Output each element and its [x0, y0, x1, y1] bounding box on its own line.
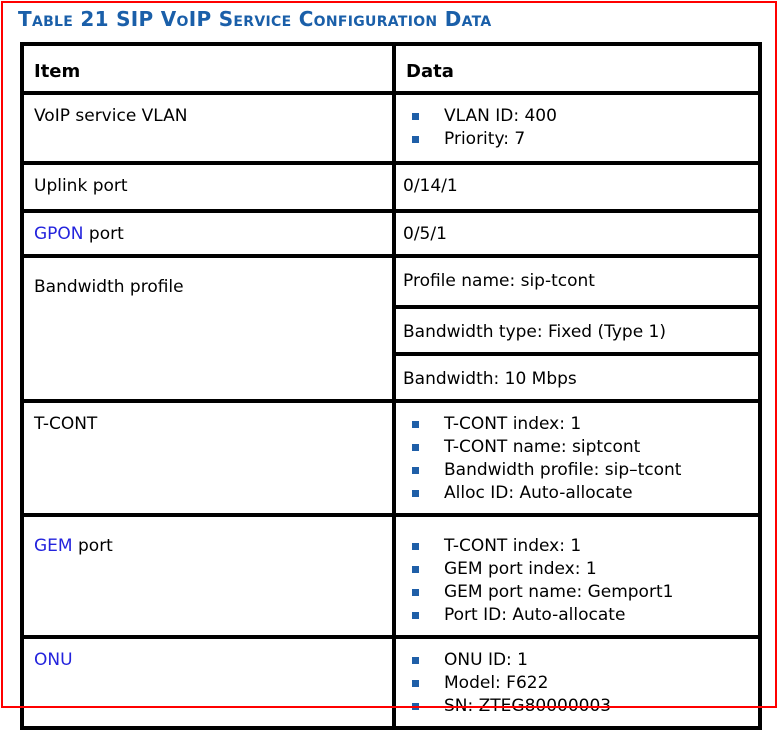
- table-row-voip-vlan: VoIP service VLAN VLAN ID: 400 Priority:…: [20, 91, 762, 165]
- sip-voip-config-table: Item Data VoIP service VLAN VLAN ID: 400…: [20, 42, 762, 730]
- item-cell: VoIP service VLAN: [20, 91, 396, 165]
- list-item-text: Alloc ID: Auto-allocate: [444, 483, 633, 503]
- item-label-rest: port: [83, 224, 124, 244]
- data-cell: T-CONT index: 1 GEM port index: 1 GEM po…: [392, 513, 762, 639]
- list-item-text: Bandwidth profile: sip–tcont: [444, 460, 682, 480]
- col-header-data: Data: [392, 42, 762, 95]
- list-item-text: Port ID: Auto-allocate: [444, 605, 626, 625]
- list-item-text: GEM port name: Gemport1: [444, 582, 674, 602]
- bullet-square-icon: [412, 490, 419, 497]
- list-item: T-CONT name: siptcont: [403, 436, 752, 459]
- bullet-square-icon: [412, 612, 419, 619]
- list-item: Alloc ID: Auto-allocate: [403, 482, 752, 505]
- bullet-square-icon: [412, 467, 419, 474]
- list-item-text: Model: F622: [444, 673, 549, 693]
- item-cell: T-CONT: [20, 399, 396, 517]
- table-caption: Table 21 SIP VoIP Service Configuration …: [18, 7, 492, 31]
- item-label-rest: port: [72, 536, 113, 556]
- data-cell: 0/5/1: [392, 209, 762, 258]
- list-item: GEM port index: 1: [403, 558, 752, 581]
- list-item: T-CONT index: 1: [403, 535, 752, 558]
- data-subcell: Bandwidth type: Fixed (Type 1): [392, 305, 762, 356]
- list-item-text: ONU ID: 1: [444, 650, 528, 670]
- item-cell: ONU: [20, 635, 396, 730]
- bullet-square-icon: [412, 589, 419, 596]
- table-row-gpon-port: GPON port 0/5/1: [20, 209, 762, 258]
- list-item-text: VLAN ID: 400: [444, 106, 557, 126]
- bullet-square-icon: [412, 680, 419, 687]
- gem-link[interactable]: GEM: [34, 536, 73, 556]
- list-item-text: GEM port index: 1: [444, 559, 597, 579]
- list-item: Port ID: Auto-allocate: [403, 604, 752, 627]
- list-item-text: Priority: 7: [444, 129, 526, 149]
- list-item: ONU ID: 1: [403, 649, 752, 672]
- list-item-text: T-CONT index: 1: [444, 414, 582, 434]
- table-subrow-bandwidth-type: Bandwidth type: Fixed (Type 1): [22, 305, 762, 356]
- bullet-square-icon: [412, 136, 419, 143]
- list-item: VLAN ID: 400: [403, 105, 752, 128]
- bullet-square-icon: [412, 444, 419, 451]
- table-row-uplink-port: Uplink port 0/14/1: [20, 161, 762, 213]
- item-cell: Uplink port: [20, 161, 396, 213]
- data-subcell: Profile name: sip-tcont: [392, 254, 762, 309]
- bullet-square-icon: [412, 657, 419, 664]
- table-row-gem-port: GEM port T-CONT index: 1 GEM port index:…: [20, 513, 762, 639]
- gpon-link[interactable]: GPON: [34, 224, 84, 244]
- item-cell: GEM port: [20, 513, 396, 639]
- list-item: GEM port name: Gemport1: [403, 581, 752, 604]
- table-row-bandwidth-profile: Bandwidth profile Profile name: sip-tcon…: [20, 254, 762, 403]
- bullet-square-icon: [412, 566, 419, 573]
- bullet-square-icon: [412, 703, 419, 710]
- bullet-square-icon: [412, 543, 419, 550]
- onu-link[interactable]: ONU: [34, 650, 73, 670]
- data-cell: T-CONT index: 1 T-CONT name: siptcont Ba…: [392, 399, 762, 517]
- list-item: T-CONT index: 1: [403, 413, 752, 436]
- table-row-onu: ONU ONU ID: 1 Model: F622 SN: ZTEG800000…: [20, 635, 762, 730]
- table-row-tcont: T-CONT T-CONT index: 1 T-CONT name: sipt…: [20, 399, 762, 517]
- data-cell: ONU ID: 1 Model: F622 SN: ZTEG80000003: [392, 635, 762, 730]
- bullet-square-icon: [412, 113, 419, 120]
- list-item-text: T-CONT name: siptcont: [444, 437, 641, 457]
- list-item: SN: ZTEG80000003: [403, 695, 752, 718]
- data-cell: VLAN ID: 400 Priority: 7: [392, 91, 762, 165]
- header-row: Item Data: [20, 42, 762, 95]
- bullet-square-icon: [412, 421, 419, 428]
- list-item-text: T-CONT index: 1: [444, 536, 582, 556]
- list-item: Bandwidth profile: sip–tcont: [403, 459, 752, 482]
- list-item: Model: F622: [403, 672, 752, 695]
- table-subrow-bandwidth: Bandwidth: 10 Mbps: [22, 352, 762, 403]
- col-header-item: Item: [20, 42, 396, 95]
- list-item: Priority: 7: [403, 128, 752, 151]
- item-cell: GPON port: [20, 209, 396, 258]
- list-item-text: SN: ZTEG80000003: [444, 696, 612, 716]
- data-subcell: Bandwidth: 10 Mbps: [392, 352, 762, 403]
- data-cell: 0/14/1: [392, 161, 762, 213]
- item-cell: Bandwidth profile: [20, 254, 396, 403]
